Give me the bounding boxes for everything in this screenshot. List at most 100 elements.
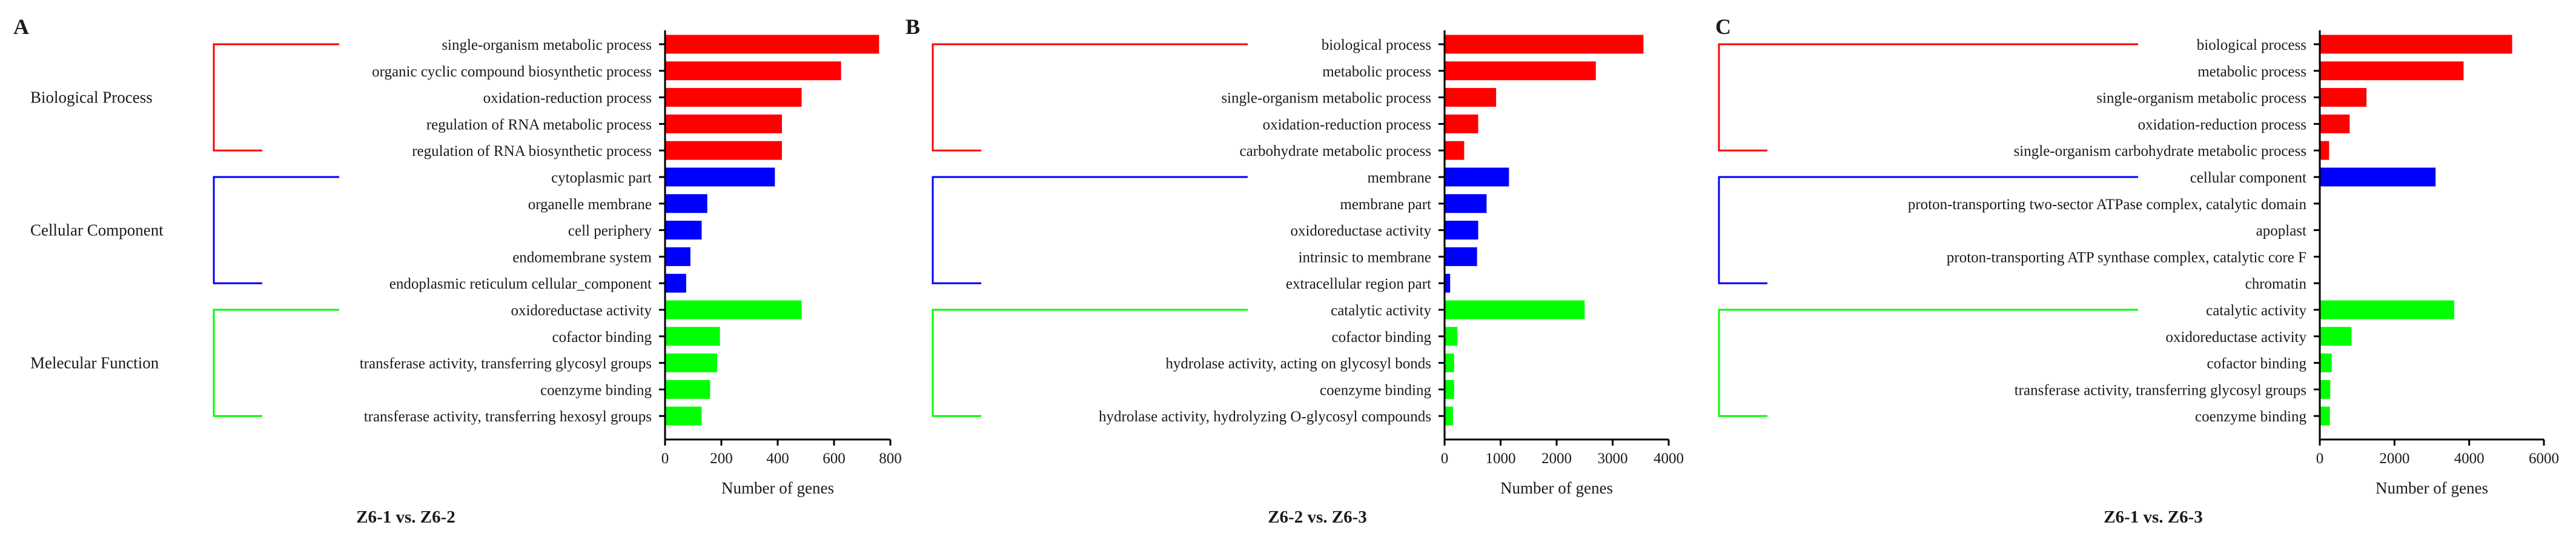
bar [1445, 61, 1596, 81]
category-label: transferase activity, transferring glyco… [360, 356, 652, 372]
category-label: proton-transporting ATP synthase complex… [1947, 249, 2306, 266]
group-bracket [213, 176, 339, 284]
category-label: single-organism metabolic process [1221, 90, 1431, 107]
bar [1445, 247, 1477, 266]
category-group: cellular component proton-transporting tw… [1718, 167, 2436, 293]
panel-c: C Z6-1 vs. Z6-3 biological process metaboli… [1715, 15, 2559, 527]
group-label: Biological Process [30, 89, 153, 107]
x-tick-label: 4000 [1654, 450, 1684, 467]
category-label: catalytic activity [1331, 303, 1431, 319]
bar [665, 61, 841, 81]
category-group: membrane membrane part oxidoreductase acti… [932, 167, 1509, 293]
category-label: endoplasmic reticulum cellular_component [389, 276, 652, 292]
bar [665, 114, 782, 133]
group-bracket [932, 43, 1248, 152]
bar [1445, 379, 1454, 399]
panel-a: A Z6-1 vs. Z6-2 Biological Process single-o… [13, 15, 902, 527]
category-group: catalytic activity oxidoreductase activit… [1718, 300, 2454, 426]
category-label: single-organism metabolic process [2096, 90, 2306, 107]
bar [665, 167, 775, 187]
panel-title: Z6-1 vs. Z6-2 [356, 507, 455, 527]
category-label: carbohydrate metabolic process [1239, 143, 1431, 159]
bar [2320, 327, 2352, 346]
bar [2320, 406, 2330, 426]
category-label: apoplast [2256, 223, 2306, 239]
panel-b: B Z6-2 vs. Z6-3 biological process metaboli… [906, 15, 1684, 527]
bar [665, 194, 707, 213]
bar [2320, 300, 2454, 319]
category-label: hydrolase activity, acting on glycosyl b… [1165, 356, 1431, 372]
bar [1445, 167, 1509, 187]
bar [665, 379, 710, 399]
category-label: single-organism metabolic process [442, 37, 652, 53]
bar [1445, 141, 1465, 160]
panel-letter: B [906, 15, 920, 39]
category-label: metabolic process [1322, 64, 1431, 80]
bar [2320, 379, 2331, 399]
group-label: Cellular Component [30, 221, 164, 239]
bar [2320, 353, 2332, 373]
category-group: biological process metabolic process singl… [932, 35, 1644, 160]
category-group: Biological Process single-organism metabo… [30, 35, 879, 160]
category-label: intrinsic to membrane [1299, 249, 1431, 266]
group-bracket [932, 176, 1248, 284]
x-tick-label: 800 [879, 450, 902, 467]
bar [665, 141, 782, 160]
x-tick-label: 0 [2316, 450, 2324, 467]
x-tick-label: 1000 [1486, 450, 1516, 467]
category-group: Melecular Function oxidoreductase activit… [30, 300, 802, 426]
panel-letter: A [13, 15, 29, 39]
group-bracket [213, 43, 339, 152]
group-bracket [932, 309, 1248, 417]
category-label: cytoplasmic part [551, 170, 652, 186]
bar [2320, 35, 2512, 54]
bar [665, 406, 702, 426]
category-label: coenzyme binding [2195, 409, 2306, 425]
category-label: organic cyclic compound biosynthetic pro… [372, 64, 652, 80]
bar [1445, 221, 1478, 240]
group-bracket [213, 309, 339, 417]
category-label: endomembrane system [512, 249, 652, 266]
bar [1445, 406, 1453, 426]
category-label: cofactor binding [552, 329, 652, 346]
x-tick-label: 3000 [1598, 450, 1628, 467]
category-label: catalytic activity [2206, 303, 2306, 319]
category-label: proton-transporting two-sector ATPase co… [1908, 196, 2307, 213]
category-label: membrane [1367, 170, 1431, 186]
group-bracket [1718, 176, 2138, 284]
category-label: extracellular region part [1286, 276, 1431, 292]
bar [1445, 194, 1487, 213]
x-tick-label: 0 [661, 450, 669, 467]
category-group: biological process metabolic process singl… [1718, 35, 2512, 160]
category-label: oxidation-reduction process [483, 90, 652, 107]
x-tick-label: 400 [766, 450, 789, 467]
x-tick-label: 4000 [2454, 450, 2485, 467]
category-label: organelle membrane [528, 196, 652, 213]
x-tick-label: 0 [1441, 450, 1449, 467]
x-tick-label: 6000 [2529, 450, 2559, 467]
category-label: transferase activity, transferring glyco… [2015, 382, 2306, 398]
category-label: cofactor binding [2207, 356, 2306, 372]
bar [1445, 273, 1451, 293]
category-label: oxidation-reduction process [2138, 116, 2306, 133]
group-bracket [1718, 309, 2138, 417]
bar [2320, 88, 2367, 107]
category-label: cellular component [2190, 170, 2306, 186]
bar [2320, 61, 2464, 81]
bar [665, 247, 690, 266]
category-label: metabolic process [2197, 64, 2306, 80]
bar [1445, 114, 1478, 133]
x-tick-label: 600 [823, 450, 846, 467]
category-label: cell periphery [568, 223, 652, 239]
bar [1445, 88, 1497, 107]
category-label: chromatin [2245, 276, 2307, 292]
bar [665, 327, 720, 346]
x-tick-label: 2000 [1541, 450, 1572, 467]
category-label: oxidoreductase activity [2165, 329, 2306, 346]
bar [1445, 300, 1585, 319]
category-label: oxidoreductase activity [511, 303, 652, 319]
category-label: regulation of RNA biosynthetic process [412, 143, 652, 159]
group-bracket [1718, 43, 2138, 152]
panel-letter: C [1715, 15, 1731, 39]
